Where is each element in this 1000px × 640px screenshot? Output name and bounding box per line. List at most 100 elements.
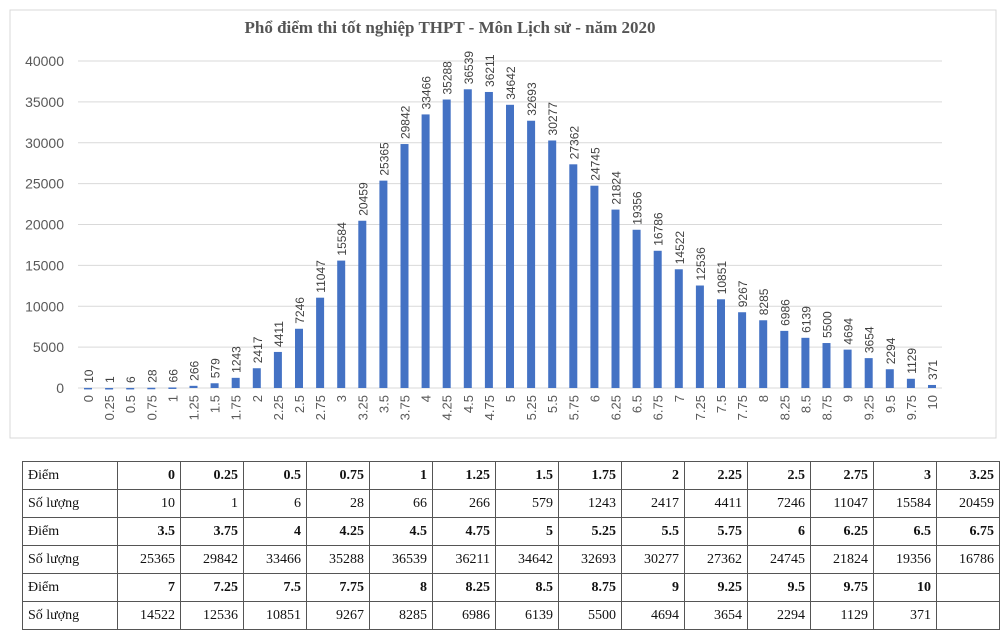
x-tick-label: 9.25 — [862, 395, 877, 420]
score-cell: 1.75 — [558, 461, 622, 490]
count-cell: 36211 — [432, 545, 496, 574]
score-cell: 0.75 — [306, 461, 370, 490]
data-label: 27362 — [567, 126, 581, 160]
score-cell — [936, 573, 1000, 602]
count-cell: 6 — [243, 489, 307, 518]
x-tick-label: 7.25 — [693, 395, 708, 420]
x-tick-label: 5 — [503, 395, 518, 402]
bar — [632, 229, 641, 388]
data-label: 5500 — [821, 311, 835, 338]
count-row: Số lượng 25365 29842 33466 35288 36539 36211 34… — [22, 545, 1000, 574]
x-tick-label: 8.25 — [777, 395, 792, 420]
count-cell: 21824 — [810, 545, 874, 574]
x-tick-label: 7 — [672, 395, 687, 402]
data-label: 16786 — [652, 212, 666, 246]
score-cell: 8.25 — [432, 573, 496, 602]
bar — [168, 387, 177, 389]
bar — [906, 378, 915, 388]
score-cell: 9 — [621, 573, 685, 602]
x-tick-label: 8.75 — [820, 395, 835, 420]
bar — [210, 383, 219, 388]
bar — [252, 368, 261, 388]
x-tick-label: 1.25 — [187, 395, 202, 420]
x-tick-label: 2.75 — [313, 395, 328, 420]
count-label: Số lượng — [22, 545, 118, 574]
x-tick-label: 9.75 — [904, 395, 919, 420]
y-tick-label: 40000 — [25, 53, 64, 69]
count-cell: 15584 — [873, 489, 937, 518]
count-cell: 19356 — [873, 545, 937, 574]
y-tick-label: 20000 — [25, 217, 64, 233]
x-tick-label: 2.5 — [292, 395, 307, 413]
count-cell: 6986 — [432, 601, 496, 630]
score-cell: 2.25 — [684, 461, 748, 490]
x-tick-label: 6 — [587, 395, 602, 402]
count-cell: 2417 — [621, 489, 685, 518]
bar — [421, 114, 430, 388]
score-cell: 6.75 — [936, 517, 1000, 546]
x-tick-label: 1 — [165, 395, 180, 402]
bar — [379, 180, 388, 388]
count-cell: 10851 — [243, 601, 307, 630]
score-label: Điểm — [22, 573, 118, 602]
count-cell: 16786 — [936, 545, 1000, 574]
score-table: Điểm 0 0.25 0.5 0.75 1 1.25 1.5 1.75 2 2.25 2.5 2.75… — [22, 461, 1000, 630]
score-label: Điểm — [22, 517, 118, 546]
count-cell: 34642 — [495, 545, 559, 574]
score-cell: 4 — [243, 517, 307, 546]
x-tick-label: 7.5 — [714, 395, 729, 413]
bar — [548, 140, 557, 388]
bar — [484, 91, 493, 389]
data-label: 1 — [103, 376, 117, 383]
bar — [695, 285, 704, 388]
x-tick-label: 8.5 — [798, 395, 813, 413]
bar — [316, 297, 325, 388]
data-label: 266 — [188, 360, 202, 380]
chart-title: Phổ điểm thi tốt nghiệp THPT - Môn Lịch … — [244, 18, 655, 37]
count-cell: 266 — [432, 489, 496, 518]
data-label: 29842 — [399, 105, 413, 139]
count-cell: 1243 — [558, 489, 622, 518]
bar — [738, 312, 747, 388]
x-tick-label: 7.75 — [735, 395, 750, 420]
count-cell: 1129 — [810, 601, 874, 630]
data-label: 6 — [124, 376, 138, 383]
count-cell: 20459 — [936, 489, 1000, 518]
data-label: 10 — [82, 369, 96, 383]
score-cell: 6.5 — [873, 517, 937, 546]
x-tick-label: 4.5 — [461, 395, 476, 413]
score-cell: 3.25 — [936, 461, 1000, 490]
y-tick-label: 15000 — [25, 257, 64, 273]
count-cell: 25365 — [117, 545, 181, 574]
x-tick-label: 3.25 — [355, 395, 370, 420]
score-cell: 4.25 — [306, 517, 370, 546]
score-cell: 7.5 — [243, 573, 307, 602]
count-cell: 9267 — [306, 601, 370, 630]
score-cell: 3.75 — [180, 517, 244, 546]
score-cell: 7 — [117, 573, 181, 602]
score-cell: 8.5 — [495, 573, 559, 602]
count-cell: 6139 — [495, 601, 559, 630]
data-label: 12536 — [694, 247, 708, 281]
data-label: 9267 — [736, 280, 750, 307]
x-tick-label: 4.75 — [482, 395, 497, 420]
bar — [864, 358, 873, 388]
bar — [442, 99, 451, 388]
count-cell: 3654 — [684, 601, 748, 630]
bar — [400, 144, 409, 388]
count-cell: 2294 — [747, 601, 811, 630]
x-tick-label: 2.25 — [271, 395, 286, 420]
bar — [506, 104, 514, 389]
y-tick-label: 5000 — [33, 339, 64, 355]
score-cell: 5.25 — [558, 517, 622, 546]
score-cell: 2.5 — [747, 461, 811, 490]
count-cell: 10 — [117, 489, 181, 518]
y-tick-label: 30000 — [25, 135, 64, 151]
x-tick-label: 0.25 — [102, 395, 117, 420]
bar — [147, 387, 156, 390]
x-tick-label: 3.75 — [398, 395, 413, 420]
score-cell: 3.5 — [117, 517, 181, 546]
score-cell: 5.75 — [684, 517, 748, 546]
count-cell: 35288 — [306, 545, 370, 574]
count-label: Số lượng — [22, 489, 118, 518]
